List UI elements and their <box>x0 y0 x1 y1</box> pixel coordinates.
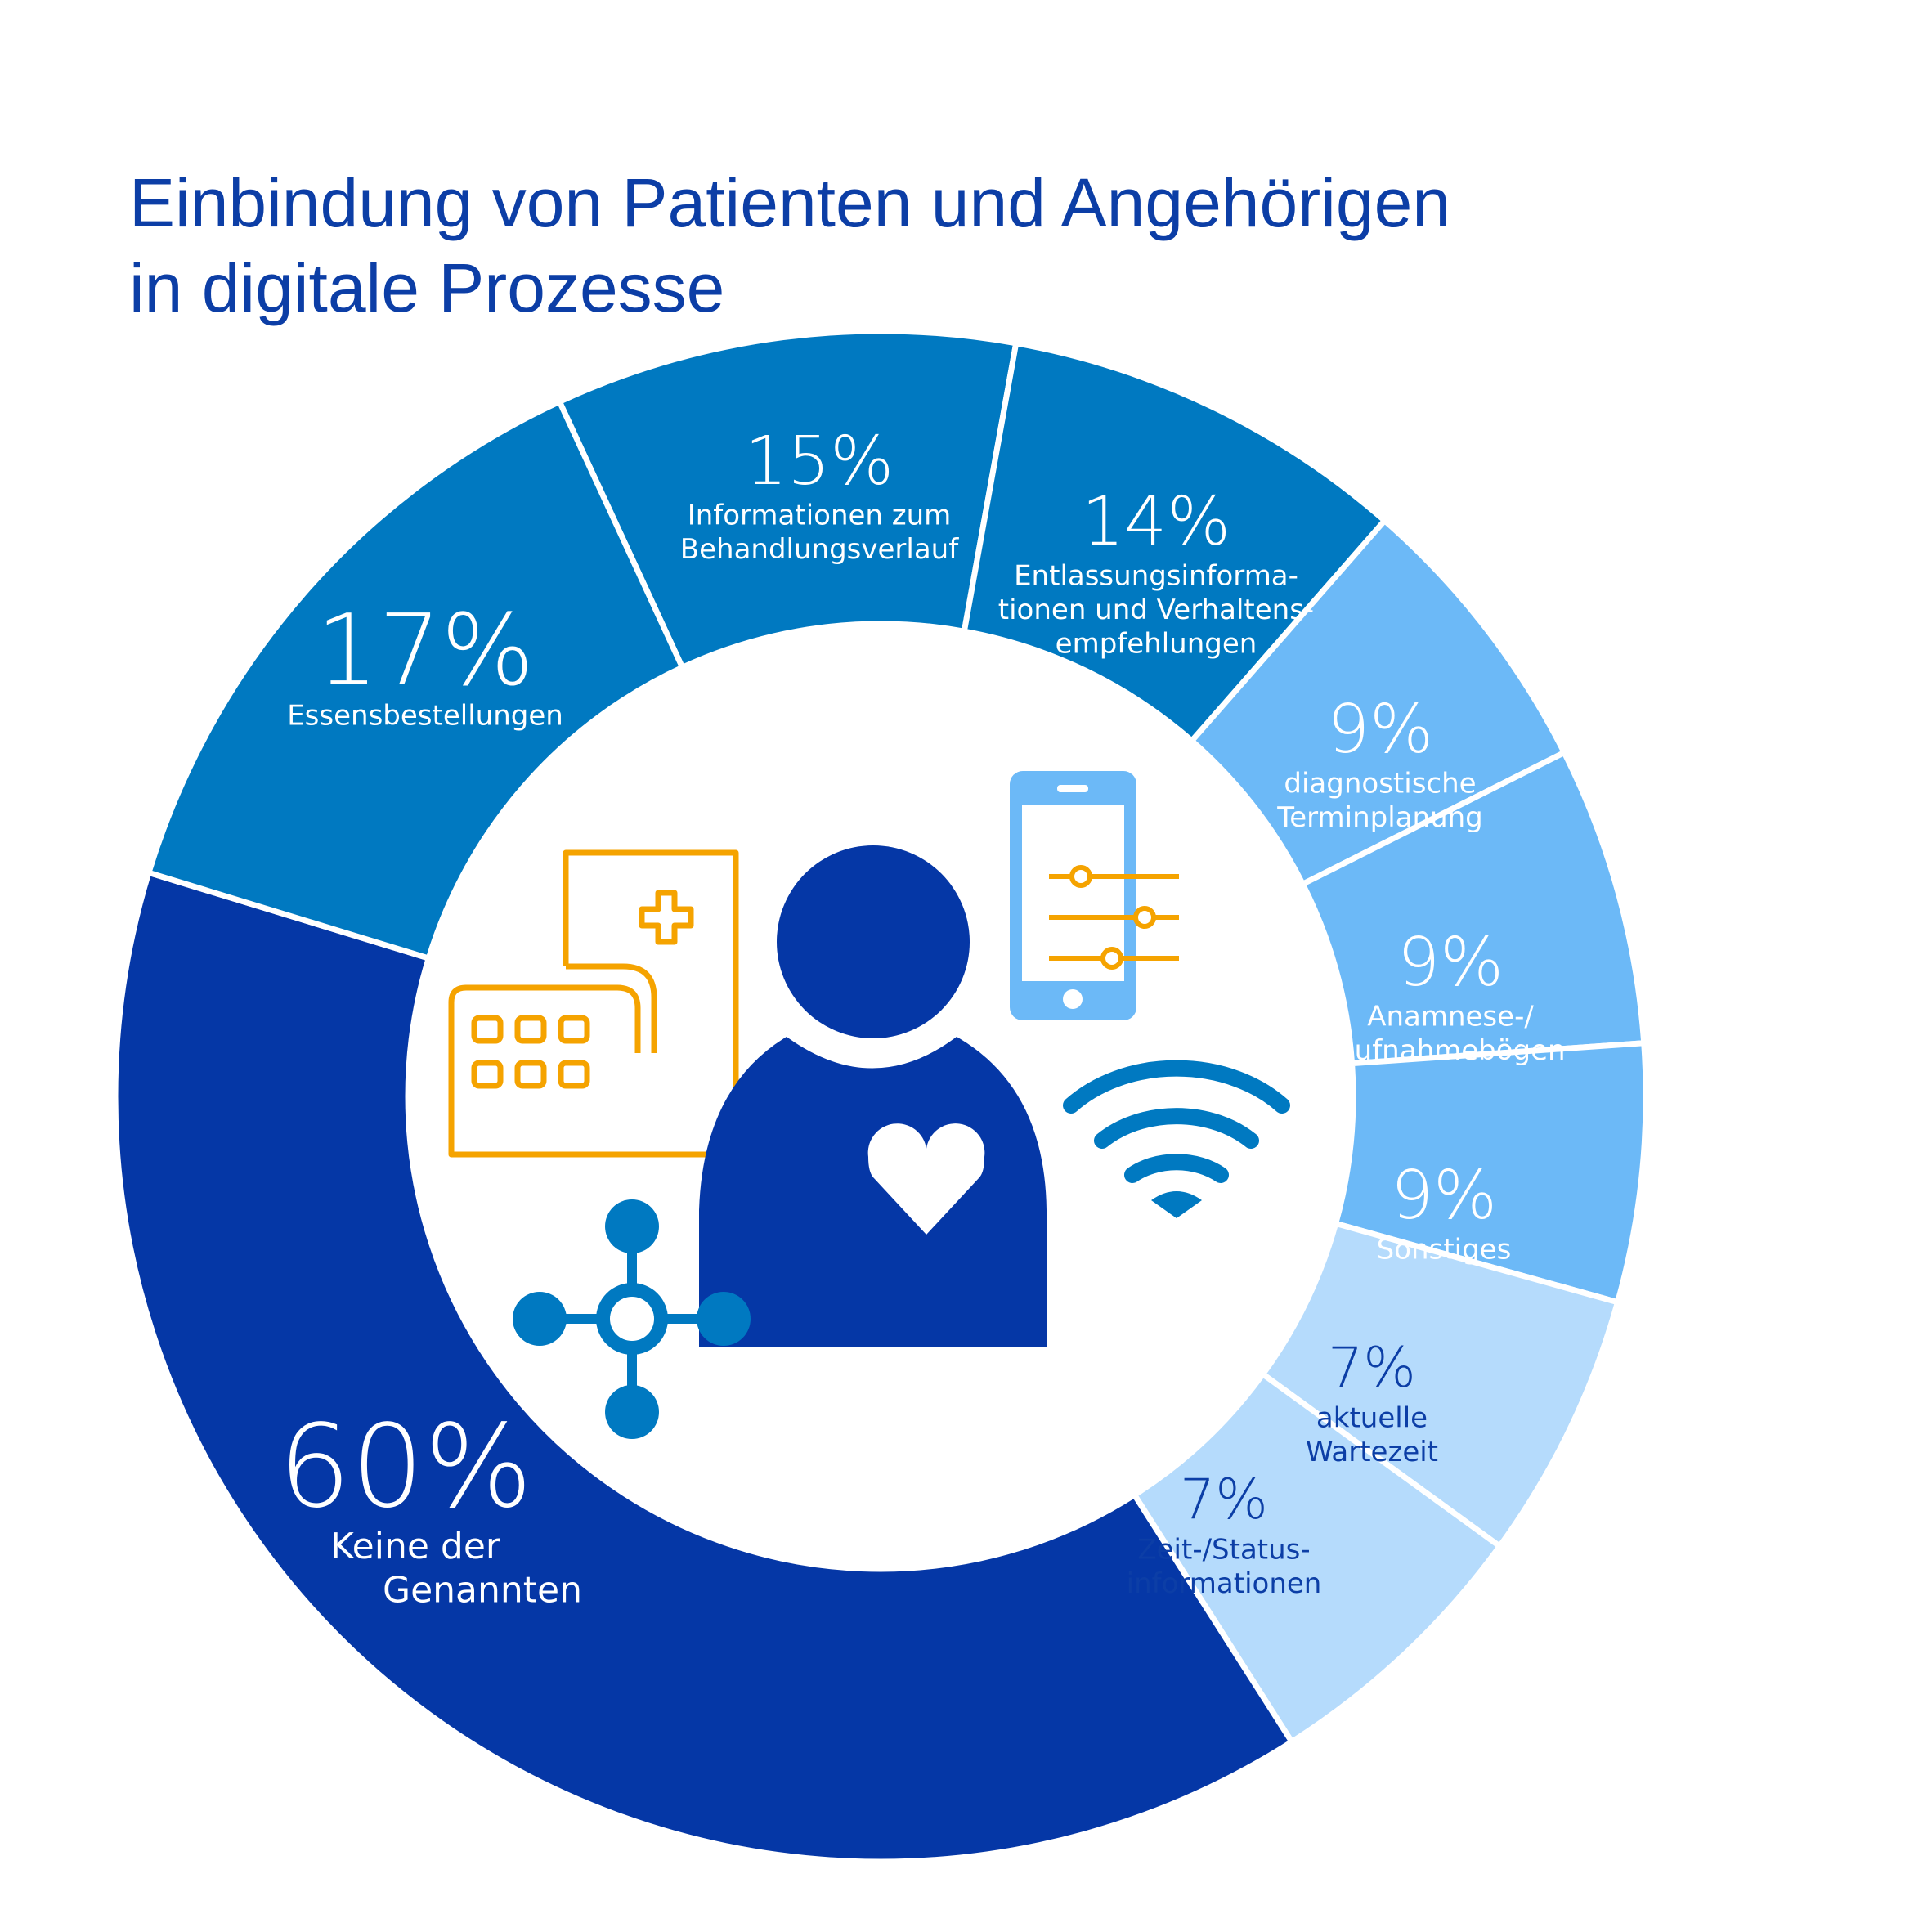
slice-percent-label: 60% <box>278 1401 532 1534</box>
slice-category-label: Anamnese-/ <box>1367 1000 1534 1033</box>
chart-title-line-2: in digitale Prozesse <box>129 249 725 327</box>
slice-category-label: Sonstiges <box>1377 1233 1512 1266</box>
slice-category-label: Entlassungsinforma- <box>1014 559 1298 592</box>
slice-category-label: Aufnahmebögen <box>1335 1034 1565 1067</box>
patient-heart-icon <box>699 845 1047 1347</box>
slice-category-label: aktuelle <box>1316 1401 1428 1434</box>
slice-category-label: Informationen zum <box>688 499 952 531</box>
donut-slice <box>112 868 1296 1865</box>
slice-category-label: Zeit-/Status- <box>1137 1533 1310 1566</box>
smartphone-settings-icon <box>1010 771 1179 1020</box>
donut-slices <box>112 328 1649 1865</box>
network-hub-icon <box>513 1199 751 1439</box>
slice-percent-label: 9% <box>1327 691 1433 769</box>
slice-percent-label: 17% <box>316 594 535 708</box>
medical-calendar-icon <box>448 849 739 1158</box>
wifi-icon <box>1063 1060 1290 1218</box>
slice-percent-label: 7% <box>1180 1468 1268 1532</box>
slice-percent-label: 9% <box>1391 1157 1497 1235</box>
slice-category-label: Terminplanung <box>1276 801 1483 834</box>
chart-title-line-1: Einbindung von Patienten und Angehörigen <box>129 164 1451 242</box>
slice-category-label: tionen und Verhaltens- <box>998 594 1314 626</box>
slice-category-label: diagnostische <box>1284 767 1476 800</box>
slice-category-label: Wartezeit <box>1306 1436 1438 1468</box>
slice-category-label: empfehlungen <box>1056 627 1257 660</box>
slice-percent-label: 14% <box>1082 483 1230 561</box>
slice-category-label: Essensbestellungen <box>287 699 563 732</box>
slice-percent-label: 15% <box>745 423 894 500</box>
center-illustration <box>448 771 1290 1439</box>
slice-percent-label: 7% <box>1328 1336 1416 1401</box>
slice-category-label: informationen <box>1127 1567 1322 1600</box>
slice-category-label: Behandlungsverlauf <box>680 533 959 566</box>
slice-percent-label: 9% <box>1397 924 1504 1002</box>
slice-category-label: Genannten <box>383 1569 582 1611</box>
slice-category-label: Keine der <box>330 1526 501 1567</box>
chart-title: Einbindung von Patienten und Angehörigen… <box>129 160 1846 330</box>
donut-slice <box>555 328 1020 671</box>
donut-slice <box>145 397 687 962</box>
